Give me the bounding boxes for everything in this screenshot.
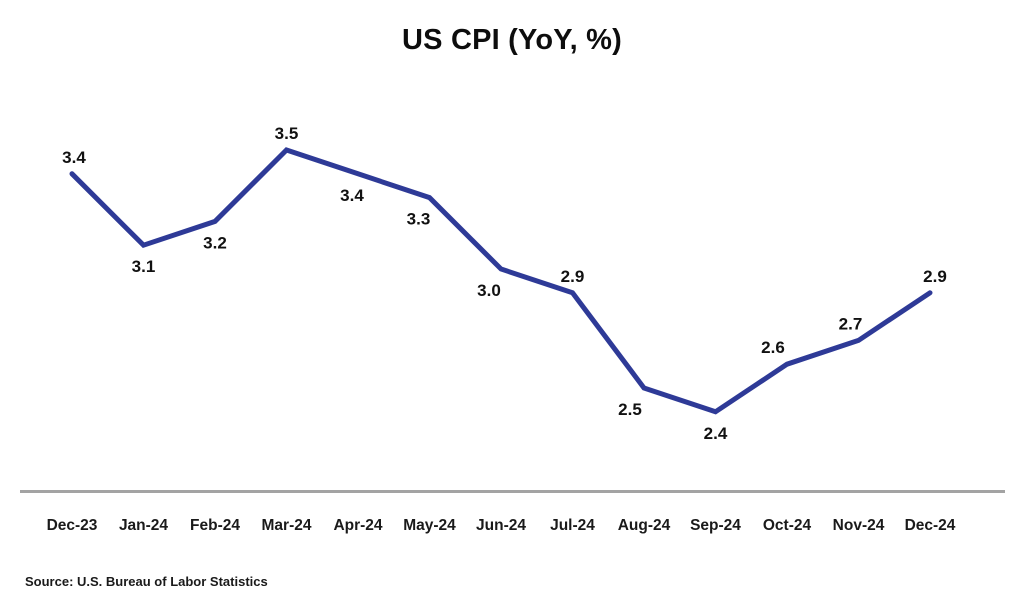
data-point-label: 2.9 xyxy=(561,267,585,286)
x-axis-label: Sep-24 xyxy=(690,517,741,534)
data-point-label: 2.5 xyxy=(618,400,642,419)
data-point-label: 3.4 xyxy=(340,186,364,205)
x-axis-label: Dec-24 xyxy=(905,517,956,534)
data-point-label: 2.4 xyxy=(704,424,728,443)
data-point-label: 2.7 xyxy=(839,314,863,333)
source-note: Source: U.S. Bureau of Labor Statistics xyxy=(25,574,268,589)
data-point-label: 3.1 xyxy=(132,257,156,276)
x-axis-label: Apr-24 xyxy=(333,517,382,534)
x-axis-label: Oct-24 xyxy=(763,517,812,534)
x-axis-label: Jan-24 xyxy=(119,517,168,534)
x-axis-label: May-24 xyxy=(403,517,456,534)
x-axis-label: Nov-24 xyxy=(833,517,885,534)
data-point-label: 3.4 xyxy=(62,148,86,167)
chart-title: US CPI (YoY, %) xyxy=(402,24,622,56)
x-axis-label: Mar-24 xyxy=(262,517,312,534)
data-point-label: 3.2 xyxy=(203,233,227,252)
x-axis-label: Dec-23 xyxy=(47,517,98,534)
x-axis-label: Jun-24 xyxy=(476,517,526,534)
x-axis-label: Feb-24 xyxy=(190,517,240,534)
data-point-label: 3.0 xyxy=(477,281,501,300)
data-point-label: 2.6 xyxy=(761,338,785,357)
x-axis-label: Aug-24 xyxy=(618,517,671,534)
cpi-line-series xyxy=(69,147,933,415)
data-point-label: 3.5 xyxy=(275,124,299,143)
data-point-label: 3.3 xyxy=(407,210,431,229)
x-axis-label: Jul-24 xyxy=(550,517,595,534)
data-point-label: 2.9 xyxy=(923,267,947,286)
